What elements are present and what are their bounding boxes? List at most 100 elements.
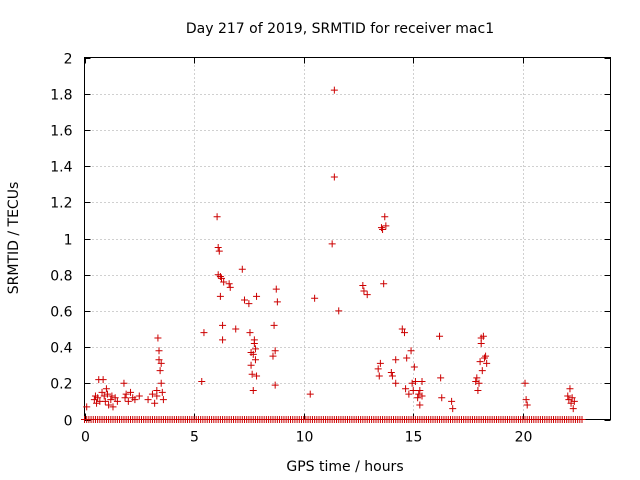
data-point bbox=[246, 329, 254, 337]
data-point bbox=[107, 396, 115, 404]
data-point bbox=[148, 390, 156, 398]
data-point bbox=[523, 401, 531, 409]
data-point bbox=[335, 307, 343, 315]
data-point bbox=[436, 332, 444, 340]
data-point bbox=[473, 374, 481, 382]
x-axis: 0 5 10 15 20 bbox=[81, 57, 532, 446]
data-point bbox=[217, 274, 225, 282]
plot-frame bbox=[84, 57, 611, 420]
data-point bbox=[155, 356, 163, 364]
data-point bbox=[253, 372, 261, 380]
data-point bbox=[101, 397, 109, 405]
data-point bbox=[363, 291, 371, 299]
data-point bbox=[90, 396, 98, 404]
data-point bbox=[472, 377, 480, 385]
data-point bbox=[521, 379, 529, 387]
data-point bbox=[250, 336, 258, 344]
data-point bbox=[98, 388, 106, 396]
y-tick-label: 1.6 bbox=[50, 124, 72, 140]
data-point bbox=[156, 367, 164, 375]
data-point bbox=[480, 354, 488, 362]
data-point bbox=[330, 173, 338, 181]
y-axis: 0 0.2 0.4 0.6 0.8 1 1.2 1.4 1.6 1.8 2 bbox=[50, 52, 611, 430]
x-tick-label: 10 bbox=[296, 430, 314, 446]
data-point bbox=[113, 397, 121, 405]
data-point bbox=[159, 396, 167, 404]
data-point bbox=[377, 224, 385, 232]
data-point bbox=[415, 390, 423, 398]
data-point bbox=[382, 222, 390, 230]
data-series bbox=[83, 86, 578, 413]
data-point bbox=[478, 367, 486, 375]
data-point bbox=[405, 390, 413, 398]
data-point bbox=[124, 397, 132, 405]
data-point bbox=[565, 396, 573, 404]
baseline-series bbox=[81, 416, 586, 423]
data-point bbox=[381, 213, 389, 221]
chart-title: Day 217 of 2019, SRMTID for receiver mac… bbox=[186, 21, 494, 37]
data-point bbox=[449, 405, 457, 413]
grid bbox=[84, 57, 611, 420]
data-point bbox=[414, 394, 422, 402]
data-point bbox=[157, 379, 165, 387]
data-point bbox=[219, 321, 227, 329]
data-point bbox=[564, 392, 572, 400]
data-point bbox=[253, 292, 261, 300]
x-tick-label: 15 bbox=[405, 430, 423, 446]
data-point bbox=[273, 298, 281, 306]
data-point bbox=[330, 86, 338, 94]
data-point bbox=[270, 321, 278, 329]
data-point bbox=[380, 280, 388, 288]
data-point bbox=[408, 379, 416, 387]
data-point bbox=[306, 390, 314, 398]
data-point bbox=[475, 379, 483, 387]
data-point bbox=[387, 368, 395, 376]
y-tick-label: 0 bbox=[64, 414, 73, 430]
data-point bbox=[479, 332, 487, 340]
data-point bbox=[437, 374, 445, 382]
data-point bbox=[158, 388, 166, 396]
data-point bbox=[144, 396, 152, 404]
data-point bbox=[416, 401, 424, 409]
data-point bbox=[122, 390, 130, 398]
data-point bbox=[83, 403, 91, 411]
data-point bbox=[249, 350, 257, 358]
data-point bbox=[226, 283, 234, 291]
data-point bbox=[474, 387, 482, 395]
data-point bbox=[568, 394, 576, 402]
data-point bbox=[216, 292, 224, 300]
data-point bbox=[216, 273, 224, 281]
data-point bbox=[154, 334, 162, 342]
data-point bbox=[102, 385, 110, 393]
data-point bbox=[567, 399, 575, 407]
data-point bbox=[411, 377, 419, 385]
data-point bbox=[121, 394, 129, 402]
data-point bbox=[215, 247, 223, 255]
y-tick-label: 1.8 bbox=[50, 88, 72, 104]
data-point bbox=[245, 300, 253, 308]
data-point bbox=[476, 358, 484, 366]
data-point bbox=[416, 387, 424, 395]
y-tick-label: 1.2 bbox=[50, 196, 72, 212]
data-point bbox=[232, 325, 240, 333]
data-point bbox=[272, 285, 280, 293]
data-point bbox=[566, 385, 574, 393]
data-point bbox=[379, 225, 387, 233]
data-point bbox=[153, 392, 161, 400]
data-point bbox=[392, 356, 400, 364]
data-point bbox=[109, 403, 117, 411]
data-point bbox=[483, 359, 491, 367]
data-point bbox=[248, 370, 256, 378]
y-tick-label: 0.4 bbox=[50, 341, 72, 357]
data-point bbox=[402, 385, 410, 393]
data-point bbox=[570, 397, 578, 405]
data-point bbox=[94, 394, 102, 402]
data-point bbox=[269, 352, 277, 360]
data-point bbox=[100, 392, 108, 400]
data-point bbox=[240, 296, 248, 304]
data-point bbox=[155, 347, 163, 355]
data-point bbox=[403, 354, 411, 362]
data-point bbox=[200, 329, 208, 337]
data-point bbox=[418, 392, 426, 400]
data-point bbox=[271, 347, 279, 355]
